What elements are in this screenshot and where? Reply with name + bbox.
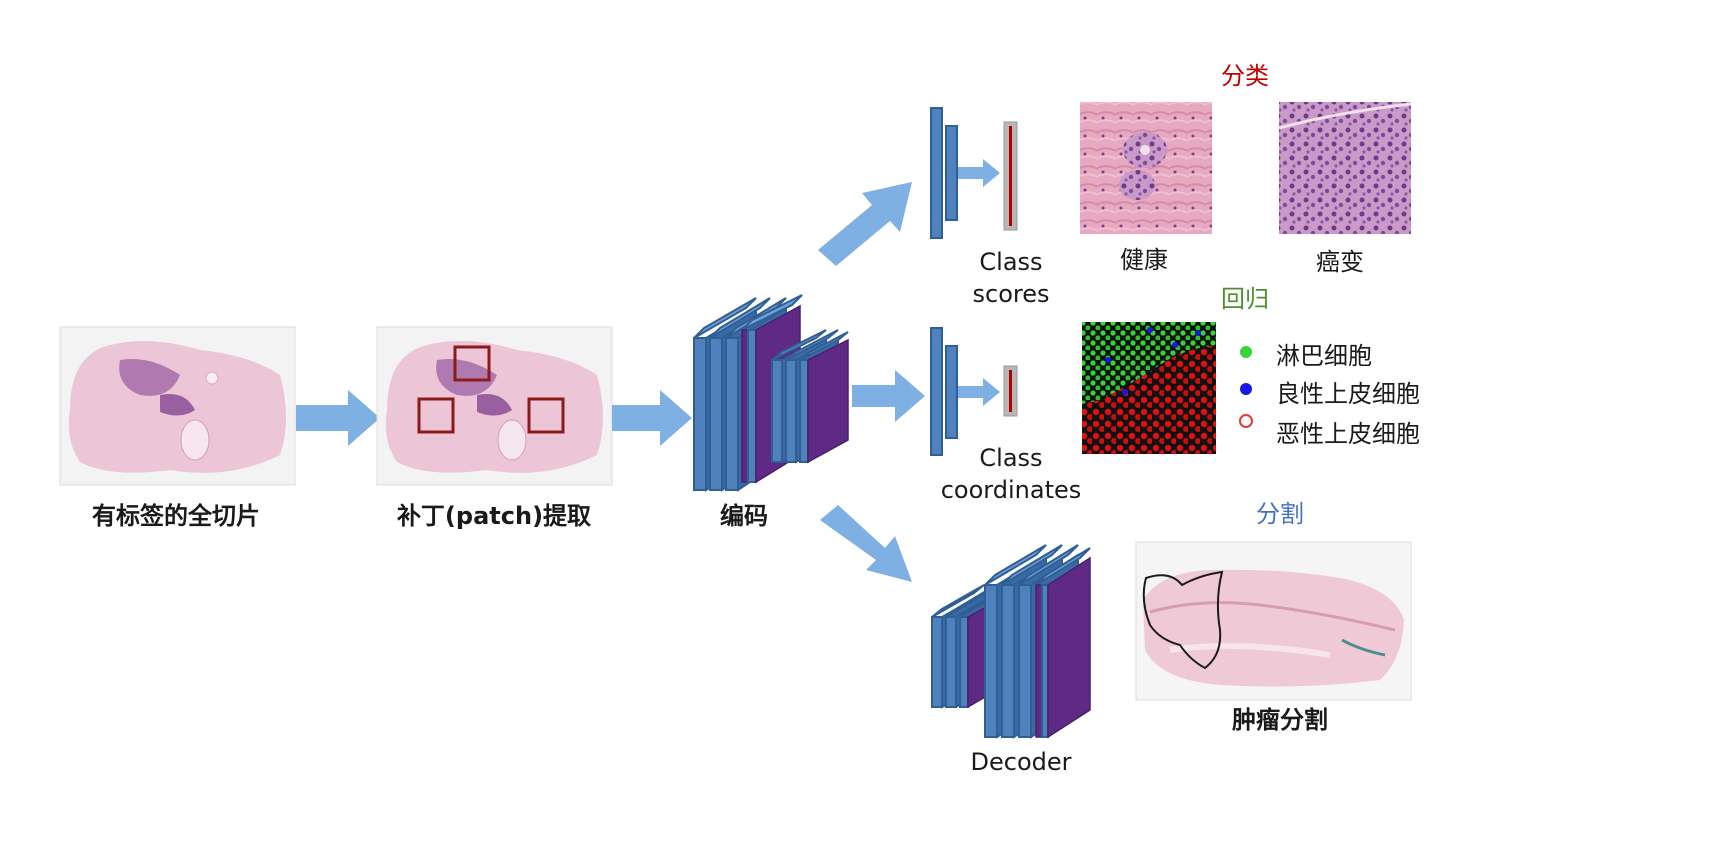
flow-arrow-up — [818, 182, 912, 266]
patch-box-3 — [527, 397, 565, 434]
classification-title: 分类 — [1221, 62, 1269, 90]
decoder-label: Decoder — [971, 748, 1072, 776]
flow-arrow-mid — [852, 370, 925, 422]
regression-head — [930, 327, 1018, 456]
segmentation-title: 分割 — [1256, 500, 1304, 528]
legend-label-benign-epithelial: 良性上皮细胞 — [1276, 380, 1420, 408]
tumor-segmentation-image — [1135, 541, 1412, 701]
tumor-segmentation-label: 肿瘤分割 — [1232, 706, 1328, 734]
legend-marker-malignant-epithelial — [1239, 414, 1253, 428]
healthy-label: 健康 — [1120, 246, 1168, 274]
patch-extraction-image — [376, 326, 613, 486]
flow-arrow-down — [820, 505, 912, 582]
cancer-label: 癌变 — [1316, 248, 1364, 276]
cell-legend: 淋巴细胞 良性上皮细胞 恶性上皮细胞 — [1239, 342, 1420, 448]
patch-box-2 — [417, 397, 455, 434]
legend-label-lymphocyte: 淋巴细胞 — [1276, 342, 1372, 370]
classification-head — [930, 107, 1018, 239]
encoder-label: 编码 — [720, 502, 768, 530]
regression-title: 回归 — [1221, 285, 1269, 313]
class-scores-label-line1: Class — [979, 248, 1042, 276]
encoder-block — [693, 294, 849, 492]
patch-extraction-label: 补丁(patch)提取 — [397, 502, 591, 530]
class-coordinates-label-line2: coordinates — [941, 476, 1082, 504]
patch-box-1 — [453, 345, 491, 382]
class-coordinates-label-line1: Class — [979, 444, 1042, 472]
flow-arrow-2 — [612, 390, 692, 446]
cell-detection-image — [1082, 322, 1216, 454]
legend-label-malignant-epithelial: 恶性上皮细胞 — [1276, 420, 1420, 448]
legend-marker-benign-epithelial — [1240, 383, 1252, 395]
legend-marker-lymphocyte — [1240, 346, 1252, 358]
whole-slide-image — [59, 326, 296, 486]
tumor-boundary — [1142, 570, 1224, 670]
whole-slide-label: 有标签的全切片 — [92, 502, 260, 530]
class-scores-label-line2: scores — [973, 280, 1050, 308]
decoder-block — [931, 544, 1091, 739]
healthy-tissue-image — [1080, 102, 1212, 234]
cancer-tissue-image — [1278, 102, 1412, 234]
flow-arrow-1 — [296, 390, 380, 446]
